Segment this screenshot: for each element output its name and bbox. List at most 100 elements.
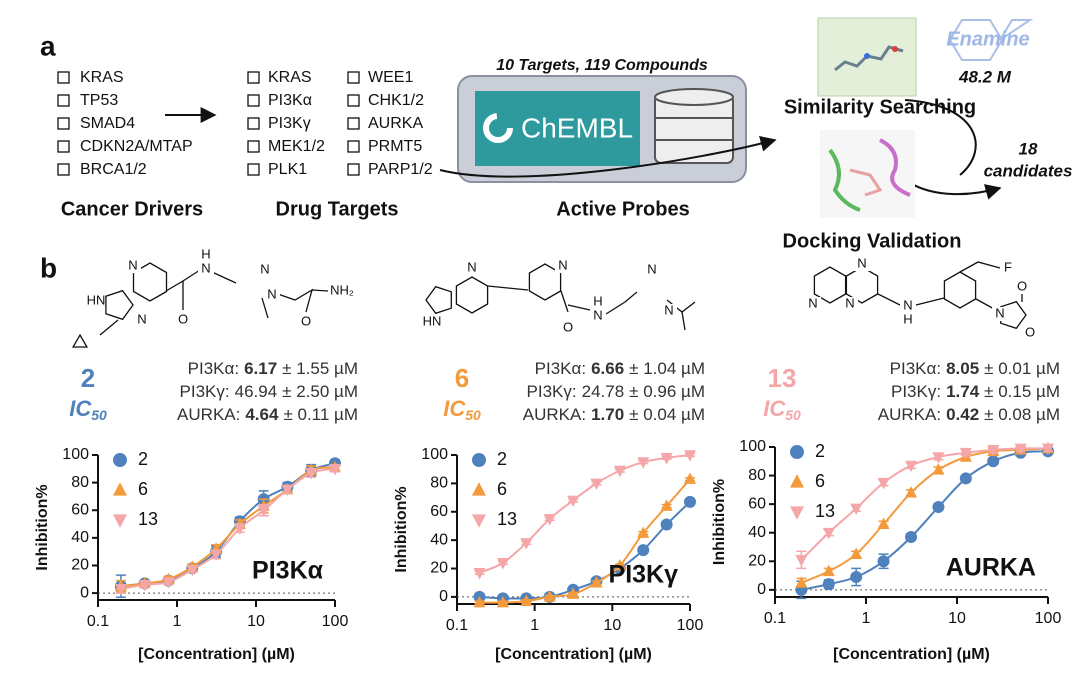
activity-target: PI3Kα: <box>535 359 586 378</box>
atom-bg <box>464 261 480 275</box>
ic50-label: IC50 <box>763 396 801 423</box>
activity-value: 6.17 <box>244 359 277 378</box>
activity-error: ± 0.96 µM <box>629 382 705 401</box>
marker <box>114 584 127 596</box>
arrow <box>904 99 977 176</box>
checkbox <box>247 163 260 176</box>
activity-error: ± 1.55 µM <box>282 359 358 378</box>
bond <box>877 293 901 306</box>
legend-marker <box>113 453 127 467</box>
x-tick-label: 100 <box>322 613 349 630</box>
activity-error: ± 0.11 µM <box>283 405 358 424</box>
y-tick-label: 80 <box>71 474 89 491</box>
atom-label: N <box>467 259 476 274</box>
list-item: AURKA <box>368 115 423 132</box>
list-item: PI3Kα <box>268 92 312 109</box>
y-tick-label: 100 <box>739 438 766 455</box>
marker <box>987 455 1000 468</box>
checkbox <box>347 117 360 130</box>
list-item: BRCA1/2 <box>80 161 147 178</box>
atom-label: H <box>201 246 210 261</box>
docking-image <box>820 130 915 218</box>
fit-curve <box>801 450 1049 591</box>
database-icon <box>654 88 734 164</box>
atom-bg <box>134 313 150 327</box>
enamine-logo <box>948 19 1034 61</box>
atom-bg <box>900 299 916 313</box>
list-item: PARP1/2 <box>368 161 433 178</box>
atom-bg <box>198 262 214 276</box>
bond <box>165 279 184 310</box>
atom-label: N <box>593 307 602 322</box>
checkbox <box>247 117 260 130</box>
marker <box>233 523 246 535</box>
list-item: KRAS <box>80 69 124 86</box>
ring <box>845 266 879 304</box>
marker <box>959 447 972 460</box>
activity-value: 4.64 <box>245 405 279 424</box>
marker <box>520 538 533 550</box>
section-title: Cancer Drivers <box>61 198 203 220</box>
ring <box>71 333 89 348</box>
bond <box>261 297 269 319</box>
fit-curve <box>479 478 691 604</box>
atom-bg <box>590 309 606 323</box>
marker <box>496 595 509 608</box>
marker <box>305 468 318 480</box>
legend-marker <box>790 474 804 488</box>
section-title: Similarity Searching <box>784 96 976 118</box>
marker <box>822 564 835 577</box>
ic50-sub: 50 <box>465 407 481 423</box>
fit-curve <box>800 447 1049 561</box>
legend-marker <box>113 514 127 528</box>
y-tick-label: 40 <box>71 529 89 546</box>
ic50-sub: 50 <box>785 407 801 423</box>
activity: PI3Kα: 6.17 ± 1.55 µM <box>188 359 358 378</box>
arrow <box>439 135 777 178</box>
y-tick-label: 0 <box>80 584 89 601</box>
marker <box>905 486 918 498</box>
marker <box>281 484 294 497</box>
activity-value: 6.66 <box>591 359 624 378</box>
activity-target: PI3Kα: <box>890 359 941 378</box>
atom-bg <box>644 263 660 277</box>
atom-bg <box>298 315 314 329</box>
activity-error: ± 2.50 µM <box>282 382 358 401</box>
activity: PI3Kα: 8.05 ± 0.01 µM <box>890 359 1060 378</box>
marker <box>684 450 696 462</box>
checkbox <box>347 163 360 176</box>
legend-label: 2 <box>815 441 825 461</box>
marker <box>822 578 835 591</box>
marker <box>684 495 696 508</box>
fit-curve <box>120 467 336 590</box>
activity: AURKA: 4.64 ± 0.11 µM <box>177 405 358 424</box>
compound-id: 2 <box>81 363 95 393</box>
y-tick-label: 20 <box>748 553 766 570</box>
arrow <box>904 179 1002 200</box>
atom-label: N <box>808 295 817 310</box>
marker <box>210 549 223 562</box>
list-item: CDKN2A/MTAP <box>80 138 193 155</box>
ic50-main: IC <box>763 396 786 421</box>
marker <box>613 559 626 571</box>
x-tick-label: 1 <box>862 610 871 627</box>
atom-bg <box>590 295 606 309</box>
marker <box>162 577 175 589</box>
ic50-main: IC <box>443 396 466 421</box>
x-tick-label: 100 <box>1035 610 1062 627</box>
marker <box>590 576 603 588</box>
ic50-main: IC <box>69 396 92 421</box>
marker <box>660 499 673 511</box>
activity: AURKA: 0.42 ± 0.08 µM <box>878 405 1060 424</box>
list-item: CHK1/2 <box>368 92 424 109</box>
x-tick-label: 1 <box>530 617 539 634</box>
marker <box>850 503 863 516</box>
y-tick-label: 40 <box>748 524 766 541</box>
candidate-count: candidates <box>984 161 1073 180</box>
atom-label: N <box>845 295 854 310</box>
y-tick-label: 100 <box>62 446 89 463</box>
activity-value: 8.05 <box>946 359 979 378</box>
activity-error: ± 0.01 µM <box>984 359 1060 378</box>
marker <box>329 464 341 476</box>
list-item: PI3Kγ <box>268 115 311 132</box>
